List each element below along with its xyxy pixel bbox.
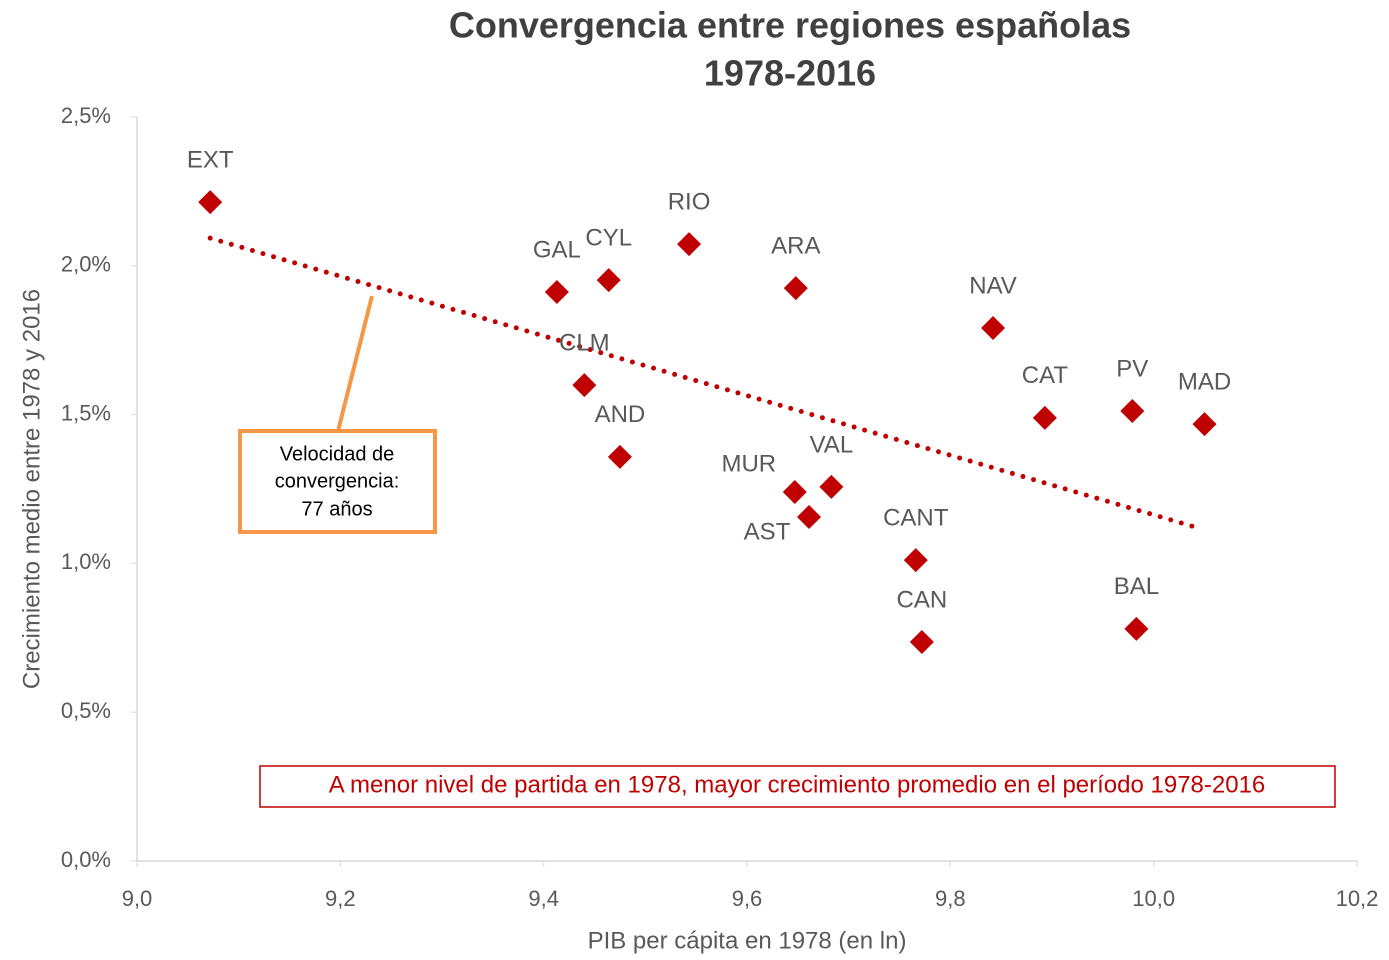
y-tick-label: 2,0% (61, 252, 111, 277)
point (1124, 616, 1149, 641)
point-label: NAV (969, 272, 1017, 299)
point-label: ARA (771, 232, 820, 259)
callout-text: Velocidad de (280, 443, 395, 465)
y-tick-label: 2,5% (61, 103, 111, 128)
point-label: AND (595, 401, 646, 428)
point-label: VAL (810, 431, 854, 458)
chart-title: Convergencia entre regiones españolas (449, 5, 1131, 46)
x-tick-label: 9,8 (935, 886, 966, 911)
trendline (207, 235, 1198, 530)
point-label: AST (744, 518, 791, 545)
point (783, 276, 808, 301)
point (797, 504, 822, 529)
point-label: RIO (668, 188, 711, 215)
note-box (259, 765, 1336, 808)
point (596, 268, 621, 293)
point-label: CAT (1022, 362, 1069, 389)
point (1192, 412, 1217, 437)
note-text: A menor nivel de partida en 1978, mayor … (329, 771, 1266, 798)
x-tick-label: 9,6 (732, 886, 763, 911)
point-label: MAD (1178, 368, 1231, 395)
point-label: CLM (559, 329, 610, 356)
y-axis-label: Crecimiento medio entre 1978 y 2016 (18, 289, 45, 689)
point (607, 444, 632, 469)
callout-pointer (336, 295, 374, 432)
point (1120, 399, 1145, 424)
point-label: PV (1116, 355, 1148, 382)
point-label: BAL (1114, 573, 1159, 600)
point-label: CANT (883, 504, 949, 531)
point-label: EXT (187, 146, 234, 173)
point (819, 474, 844, 499)
point-label: GAL (533, 236, 581, 263)
x-tick-label: 10,2 (1336, 886, 1379, 911)
point-label: MUR (721, 450, 776, 477)
point-label: CAN (897, 586, 948, 613)
x-tick-label: 9,2 (325, 886, 356, 911)
point (903, 548, 928, 573)
y-tick-label: 0,5% (61, 698, 111, 723)
callout-text: convergencia: (275, 470, 400, 492)
y-tick-label: 1,0% (61, 549, 111, 574)
point (572, 373, 597, 398)
point (782, 479, 807, 504)
point (1032, 405, 1057, 430)
x-tick-label: 9,0 (122, 886, 153, 911)
chart-title: 1978-2016 (704, 53, 876, 94)
point (981, 315, 1006, 340)
point (677, 232, 702, 257)
x-axis-label: PIB per cápita en 1978 (en ln) (588, 927, 907, 954)
point (544, 279, 569, 304)
y-tick-label: 1,5% (61, 400, 111, 425)
y-tick-label: 0,0% (61, 847, 111, 872)
callout-text: 77 años (301, 498, 372, 520)
point (198, 190, 223, 215)
point (909, 629, 934, 654)
callout-box (238, 429, 437, 534)
x-tick-label: 10,0 (1132, 886, 1175, 911)
x-tick-label: 9,4 (528, 886, 559, 911)
point-label: CYL (585, 224, 632, 251)
